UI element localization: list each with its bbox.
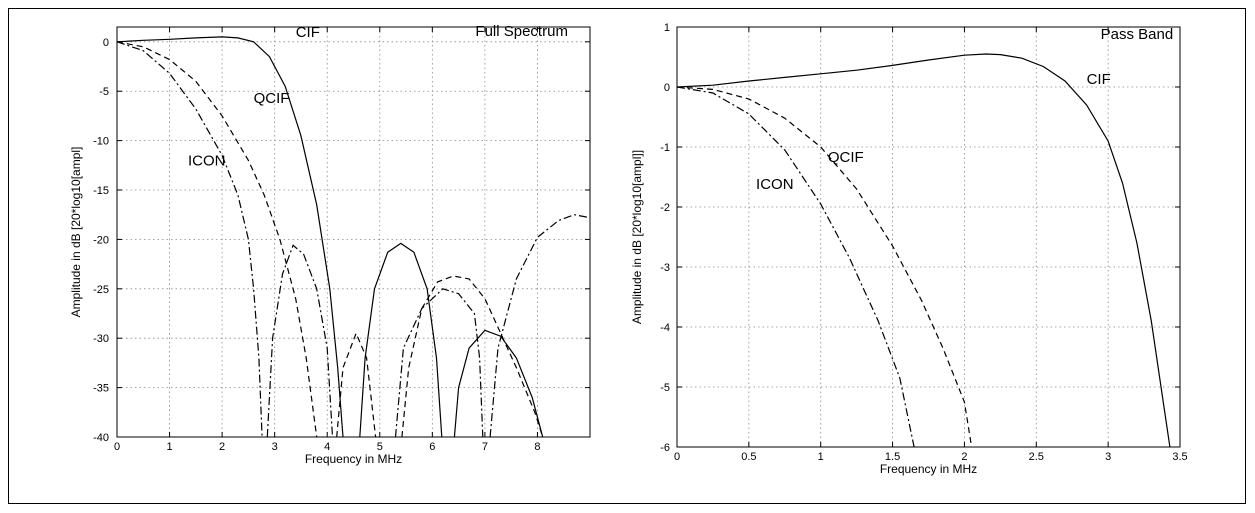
chart-panel-1: 0 1 2 3 4 5 6 7 8 0 -5 -10 -15 -20 -25 -30 -35 -40 Frequen… [69,23,591,466]
chart-title: Full Spectrum [475,23,568,40]
y-tick-label: -1 [660,142,670,154]
y-tick-label: 0 [103,37,109,49]
chart-panel-2: 0 0.5 1 1.5 2 2.5 3 3.5 1 0 -1 -2 -3 -4 -5 -6 Frequency … [630,22,1188,476]
plot-frame [116,26,591,438]
series-qcif-line [117,41,318,437]
y-axis-label: Amplitude in dB [20*log10[ampl]] [630,150,644,324]
series-icon-line [489,214,590,437]
series-icon-line [117,41,263,437]
x-axis-label: Frequency in MHz [880,462,977,476]
x-tick-label: 5 [377,441,383,453]
x-tick-label: 8 [534,441,540,453]
series-qcif-line [401,275,544,437]
y-tick-label: 0 [664,82,670,94]
x-tick-label: 3.5 [1172,451,1187,463]
y-tick-label: -10 [93,136,109,148]
series-icon-line [394,288,484,437]
x-tick-label: 1 [166,441,172,453]
series-icon-line [266,244,334,437]
y-tick-label: -4 [660,322,670,334]
y-tick-label: -2 [660,202,670,214]
curve-label-icon: ICON [756,176,794,193]
figure-frame [8,8,1246,504]
chart-title: Pass Band [1101,26,1174,43]
y-tick-label: -5 [99,86,109,98]
y-axis-label: Amplitude in dB [20*log10[ampl] [69,147,83,318]
curve-label-qcif: QCIF [828,149,864,166]
y-tick-label: 1 [664,22,670,34]
x-tick-label: 2 [961,451,967,463]
series-icon-line [677,86,915,447]
x-tick-label: 3 [1105,451,1111,463]
x-tick-label: 1.5 [885,451,900,463]
series-qcif-line [336,331,377,437]
curve-label-cif: CIF [296,24,320,41]
x-tick-label: 6 [429,441,435,453]
series-qcif-line [677,86,973,447]
y-tick-label: -25 [93,284,109,296]
curve-label-icon: ICON [188,152,226,169]
curve-label-cif: CIF [1087,71,1111,88]
y-tick-label: -35 [93,383,109,395]
y-tick-label: -20 [93,234,109,246]
x-tick-label: 0 [114,441,120,453]
y-tick-label: -30 [93,333,109,345]
y-tick-label: -6 [660,442,670,454]
x-tick-label: 4 [324,441,330,453]
x-tick-label: 1 [818,451,824,463]
x-tick-label: 3 [272,441,278,453]
x-tick-label: 7 [482,441,488,453]
y-tick-label: -5 [660,382,670,394]
y-tick-label: -40 [93,432,109,444]
x-tick-label: 0.5 [741,451,756,463]
y-tick-label: -3 [660,262,670,274]
series-cif-line [359,242,443,437]
series-cif-line [677,53,1171,447]
curve-label-qcif: QCIF [254,90,290,107]
x-tick-label: 2.5 [1029,451,1044,463]
series-cif-line [117,36,344,437]
x-axis-label: Frequency in MHz [305,452,402,466]
series-cif-line [453,329,544,437]
x-tick-label: 2 [219,441,225,453]
plot-frame [676,26,1181,448]
x-tick-label: 0 [674,451,680,463]
y-tick-label: -15 [93,185,109,197]
